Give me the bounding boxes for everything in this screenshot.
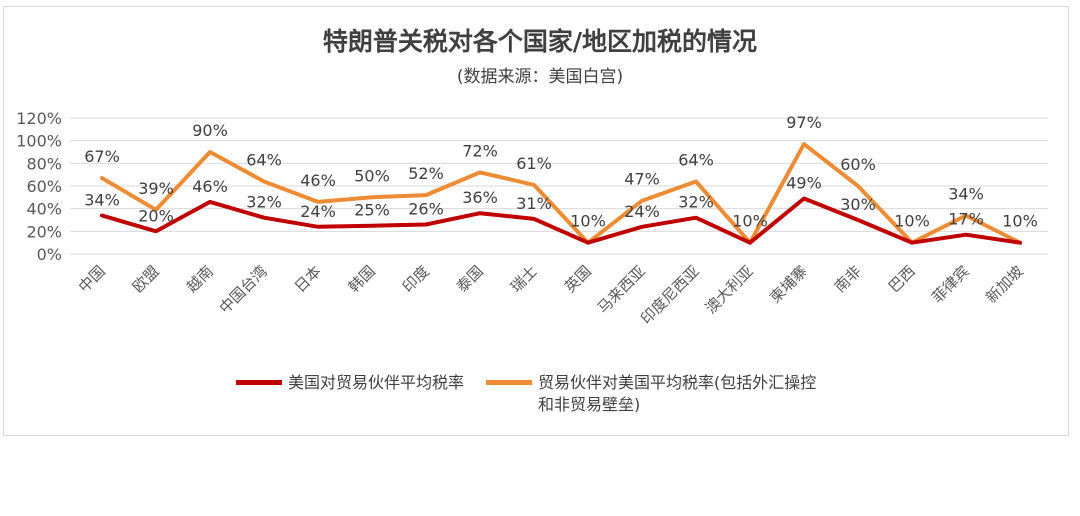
x-tick-label: 泰国	[453, 262, 487, 296]
data-label-partner: 10%	[894, 212, 930, 231]
y-tick-label: 40%	[26, 200, 62, 219]
y-tick-label: 20%	[26, 222, 62, 241]
legend-item-partner: 贸易伙伴对美国平均税率(包括外汇操控 和非贸易壁垒)	[486, 372, 816, 416]
data-label-us: 31%	[516, 194, 552, 213]
x-tick-label: 南非	[831, 262, 865, 296]
series-line-partner	[100, 142, 1022, 245]
data-label-partner: 47%	[624, 170, 660, 189]
data-label-us: 24%	[300, 202, 336, 221]
x-tick-label: 印度尼西亚	[637, 262, 703, 328]
data-label-us: 17%	[948, 210, 984, 229]
data-label-us: 36%	[462, 188, 498, 207]
data-label-us: 20%	[138, 206, 174, 225]
x-tick-label: 新加坡	[982, 262, 1027, 307]
x-tick-label: 印度	[399, 262, 433, 296]
data-label-partner: 64%	[678, 151, 714, 170]
data-label-us: 32%	[246, 193, 282, 212]
data-label-partner: 50%	[354, 166, 390, 185]
data-label-us: 26%	[408, 200, 444, 219]
x-tick-label: 澳大利亚	[702, 262, 757, 317]
y-axis-ticks: 0% 20% 40% 60% 80% 100% 120%	[16, 109, 62, 264]
legend-swatch-partner	[486, 380, 532, 385]
y-tick-label: 120%	[16, 109, 62, 128]
x-tick-label: 巴西	[885, 262, 919, 296]
data-label-partner: 90%	[192, 121, 228, 140]
x-tick-label: 欧盟	[129, 262, 163, 296]
data-label-us: 30%	[840, 195, 876, 214]
data-label-us: 34%	[84, 191, 120, 210]
legend-label-partner-line2: 和非贸易壁垒)	[538, 395, 641, 414]
data-label-us: 49%	[786, 174, 822, 193]
data-label-partner: 46%	[300, 171, 336, 190]
chart-subtitle: (数据来源：美国白宫)	[456, 67, 624, 87]
data-label-partner: 10%	[732, 212, 768, 231]
legend-item-us: 美国对贸易伙伴平均税率	[236, 372, 464, 394]
data-label-us: 24%	[624, 202, 660, 221]
data-label-partner: 97%	[786, 113, 822, 132]
y-tick-label: 100%	[16, 132, 62, 151]
x-tick-label: 中国	[75, 262, 109, 296]
legend-swatch-us	[236, 380, 282, 385]
data-label-us: 46%	[192, 177, 228, 196]
data-label-partner: 61%	[516, 154, 552, 173]
x-tick-label: 越南	[183, 262, 217, 296]
legend-label-partner: 贸易伙伴对美国平均税率(包括外汇操控 和非贸易壁垒)	[538, 372, 816, 416]
x-tick-label: 中国台湾	[216, 262, 271, 317]
y-tick-label: 60%	[26, 177, 62, 196]
data-label-partner: 39%	[138, 179, 174, 198]
series-lines	[100, 142, 1022, 245]
data-label-partner: 10%	[1002, 212, 1038, 231]
y-tick-label: 0%	[37, 245, 62, 264]
x-tick-label: 菲律宾	[928, 262, 973, 307]
x-tick-label: 瑞士	[507, 262, 541, 296]
data-label-partner: 60%	[840, 155, 876, 174]
x-tick-label: 英国	[561, 262, 595, 296]
data-labels: 34% 20% 46% 32% 24% 25% 26% 36% 31% 24% 32% 49% 30% 1…	[84, 113, 1038, 231]
x-tick-label: 柬埔寨	[766, 262, 811, 307]
data-label-us: 25%	[354, 201, 390, 220]
data-label-partner: 67%	[84, 147, 120, 166]
legend-label-partner-line1: 贸易伙伴对美国平均税率(包括外汇操控	[538, 373, 817, 392]
data-label-partner: 52%	[408, 164, 444, 183]
y-tick-label: 80%	[26, 154, 62, 173]
series-line-us	[100, 196, 1022, 245]
data-label-us: 32%	[678, 193, 714, 212]
legend-label-us: 美国对贸易伙伴平均税率	[288, 373, 465, 392]
data-label-partner: 10%	[570, 212, 606, 231]
data-label-partner: 34%	[948, 185, 984, 204]
x-tick-label: 马来西亚	[594, 262, 649, 317]
x-tick-label: 日本	[291, 262, 325, 296]
chart-legend: 美国对贸易伙伴平均税率 贸易伙伴对美国平均税率(包括外汇操控 和非贸易壁垒)	[236, 372, 876, 416]
data-label-partner: 64%	[246, 151, 282, 170]
data-label-partner: 72%	[462, 141, 498, 160]
x-tick-label: 韩国	[345, 262, 379, 296]
chart-title: 特朗普关税对各个国家/地区加税的情况	[322, 27, 758, 56]
